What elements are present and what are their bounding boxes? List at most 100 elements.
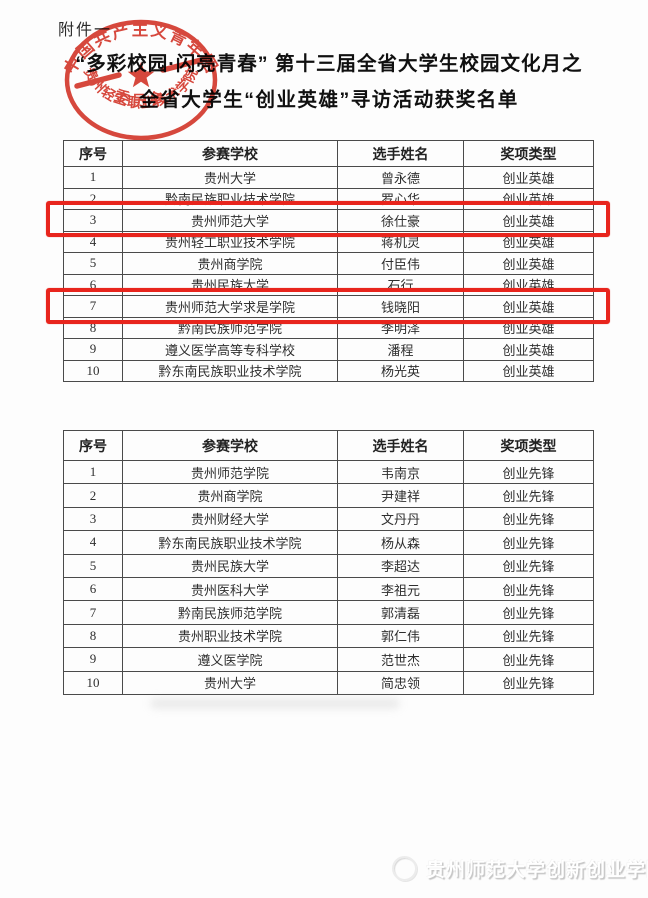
- contestant-name-cell: 郭仁伟: [337, 623, 464, 649]
- scan-smudge: [150, 698, 400, 709]
- row-number-cell: 3: [63, 209, 123, 232]
- school-cell: 黔南民族职业技术学院: [122, 187, 338, 210]
- contestant-name-cell: 简忠领: [337, 670, 464, 695]
- row-number-cell: 9: [63, 647, 123, 672]
- row-number-cell: 9: [63, 338, 123, 361]
- footer-watermark-text: 贵州师范大学创新创业学院: [426, 860, 648, 881]
- school-cell: 黔南民族师范学院: [122, 600, 338, 625]
- school-cell: 遵义医学高等专科学校: [122, 338, 338, 361]
- contestant-name-cell: 石行: [337, 273, 464, 296]
- award-type-cell: 创业英雄: [463, 273, 594, 296]
- school-cell: 黔南民族师范学院: [122, 316, 338, 339]
- award-type-cell: 创业先锋: [463, 506, 594, 532]
- award-type-cell: 创业先锋: [463, 647, 594, 672]
- table-row: 1 贵州大学 曾永德 创业英雄: [63, 166, 594, 189]
- row-number-cell: 2: [63, 187, 123, 210]
- row-number-cell: 1: [63, 166, 123, 189]
- school-cell: 贵州商学院: [122, 252, 338, 275]
- contestant-name-cell: 付臣伟: [337, 252, 464, 275]
- table-row: 5 贵州商学院 付臣伟 创业英雄: [63, 252, 594, 275]
- contestant-name-cell: 杨光英: [337, 359, 464, 382]
- table-row: 7 黔南民族师范学院 郭清磊 创业先锋: [63, 600, 594, 625]
- school-cell: 贵州大学: [122, 670, 338, 695]
- award-table-heroes-table: 序号 参赛学校 选手姓名 奖项类型 1 贵州大学 曾永德 创业英雄 2 黔南民族职业技术学院 罗心华…: [63, 140, 594, 382]
- school-cell: 贵州职业技术学院: [122, 623, 338, 649]
- school-cell: 贵州师范大学: [122, 209, 338, 232]
- award-type-cell: 创业英雄: [463, 338, 594, 361]
- table-row: 5 贵州民族大学 李超达 创业先锋: [63, 553, 594, 578]
- award-table-pioneers: 序号 参赛学校 选手姓名 奖项类型 1 贵州师范学院 韦南京 创业先锋 2 贵州商学院 尹建祥 创业先…: [63, 430, 594, 695]
- award-type-cell: 创业英雄: [463, 166, 594, 189]
- row-number-cell: 2: [63, 483, 123, 508]
- school-cell: 贵州师范学院: [122, 459, 338, 485]
- contestant-name-cell: 钱晓阳: [337, 295, 464, 318]
- document-title: “多彩校园·闪亮青春” 第十三届全省大学生校园文化月之 全省大学生“创业英雄”寻…: [36, 46, 622, 118]
- header-row: 序号 参赛学校 选手姓名 奖项类型: [63, 140, 594, 167]
- college-logo-icon: [392, 856, 417, 881]
- award-type-cell: 创业英雄: [463, 316, 594, 339]
- row-number-cell: 4: [63, 230, 123, 253]
- award-type-cell: 创业先锋: [463, 623, 594, 649]
- row-number-cell: 5: [63, 252, 123, 275]
- school-cell: 贵州师范大学求是学院: [122, 295, 338, 318]
- row-number-cell: 7: [63, 600, 123, 625]
- contestant-name-cell: 李祖元: [337, 576, 464, 602]
- contestant-name-cell: 潘程: [337, 338, 464, 361]
- contestant-name-cell: 文丹丹: [337, 506, 464, 532]
- column-header: 奖项类型: [463, 140, 594, 167]
- row-number-cell: 6: [63, 273, 123, 296]
- contestant-name-cell: 罗心华: [337, 187, 464, 210]
- table-row: 8 贵州职业技术学院 郭仁伟 创业先锋: [63, 623, 594, 649]
- school-cell: 贵州商学院: [122, 483, 338, 508]
- award-type-cell: 创业英雄: [463, 230, 594, 253]
- table-row: 2 黔南民族职业技术学院 罗心华 创业英雄: [63, 187, 594, 210]
- school-cell: 贵州医科大学: [122, 576, 338, 602]
- table-row: 9 遵义医学院 范世杰 创业先锋: [63, 647, 594, 672]
- table-row: 9 遵义医学高等专科学校 潘程 创业英雄: [63, 338, 594, 361]
- table-row: 4 贵州轻工职业技术学院 蒋机灵 创业英雄: [63, 230, 594, 253]
- award-table-heroes: 序号 参赛学校 选手姓名 奖项类型 1 贵州大学 曾永德 创业英雄 2 黔南民族职业技术学院 罗心华…: [46, 140, 610, 382]
- award-type-cell: 创业英雄: [463, 359, 594, 382]
- contestant-name-cell: 尹建祥: [337, 483, 464, 508]
- award-type-cell: 创业英雄: [463, 187, 594, 210]
- column-header: 序号: [63, 430, 123, 461]
- contestant-name-cell: 李明泽: [337, 316, 464, 339]
- contestant-name-cell: 曾永德: [337, 166, 464, 189]
- award-type-cell: 创业先锋: [463, 459, 594, 485]
- row-number-cell: 8: [63, 316, 123, 339]
- award-type-cell: 创业先锋: [463, 576, 594, 602]
- row-number-cell: 5: [63, 553, 123, 578]
- table-row: 3 贵州师范大学 徐仕豪 创业英雄: [63, 209, 594, 232]
- award-type-cell: 创业先锋: [463, 530, 594, 555]
- table-row: 4 黔东南民族职业技术学院 杨从森 创业先锋: [63, 530, 594, 555]
- row-number-cell: 6: [63, 576, 123, 602]
- table-row: 1 贵州师范学院 韦南京 创业先锋: [63, 459, 594, 485]
- contestant-name-cell: 杨从森: [337, 530, 464, 555]
- table-row: 3 贵州财经大学 文丹丹 创业先锋: [63, 506, 594, 532]
- contestant-name-cell: 蒋机灵: [337, 230, 464, 253]
- award-type-cell: 创业先锋: [463, 483, 594, 508]
- row-number-cell: 4: [63, 530, 123, 555]
- title-line-1: “多彩校园·闪亮青春” 第十三届全省大学生校园文化月之: [75, 53, 583, 75]
- row-number-cell: 7: [63, 295, 123, 318]
- contestant-name-cell: 范世杰: [337, 647, 464, 672]
- header-row: 序号 参赛学校 选手姓名 奖项类型: [63, 430, 594, 461]
- school-cell: 贵州轻工职业技术学院: [122, 230, 338, 253]
- column-header: 选手姓名: [337, 430, 464, 461]
- table-row: 10 贵州大学 简忠领 创业先锋: [63, 670, 594, 695]
- table-row: 10 黔东南民族职业技术学院 杨光英 创业英雄: [63, 359, 594, 382]
- school-cell: 黔东南民族职业技术学院: [122, 530, 338, 555]
- school-cell: 贵州民族大学: [122, 273, 338, 296]
- column-header: 序号: [63, 140, 123, 167]
- contestant-name-cell: 李超达: [337, 553, 464, 578]
- column-header: 奖项类型: [463, 430, 594, 461]
- school-cell: 贵州民族大学: [122, 553, 338, 578]
- school-cell: 黔东南民族职业技术学院: [122, 359, 338, 382]
- award-type-cell: 创业英雄: [463, 209, 594, 232]
- column-header: 选手姓名: [337, 140, 464, 167]
- table-row: 8 黔南民族师范学院 李明泽 创业英雄: [63, 316, 594, 339]
- contestant-name-cell: 徐仕豪: [337, 209, 464, 232]
- award-table-pioneers-table: 序号 参赛学校 选手姓名 奖项类型 1 贵州师范学院 韦南京 创业先锋 2 贵州商学院 尹建祥 创业先…: [63, 430, 594, 695]
- row-number-cell: 3: [63, 506, 123, 532]
